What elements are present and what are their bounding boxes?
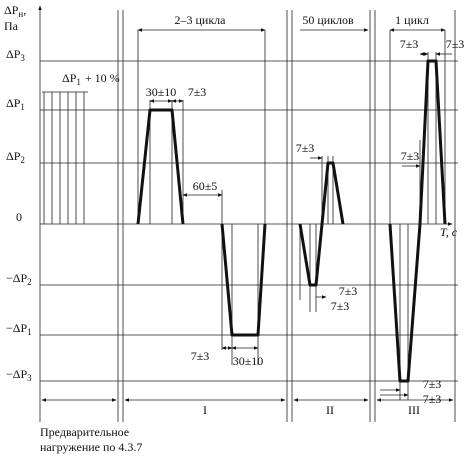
subscript: 3 <box>27 373 32 383</box>
suffix: + 10 % <box>85 71 120 85</box>
level-label: −ΔP3 <box>6 367 32 383</box>
time-label: 7±3 <box>400 37 419 51</box>
x-axis-label: T, с <box>440 225 458 239</box>
subscript: 1 <box>20 102 25 112</box>
cycle-lines <box>137 28 452 400</box>
subscript: 3 <box>20 53 25 63</box>
symbol: ΔP <box>62 71 77 85</box>
time-label: 7±3 <box>188 85 207 99</box>
cycle-count: 50 циклов <box>302 13 354 27</box>
level-label: ΔP1 <box>6 96 25 112</box>
preload-label: ΔP1 + 10 % <box>62 71 120 87</box>
time-label: 60±5 <box>193 179 218 193</box>
time-label: 7±3 <box>331 299 350 313</box>
preload <box>42 91 88 224</box>
subscript: 1 <box>27 327 32 337</box>
frame <box>38 5 458 422</box>
time-label: 7±3 <box>296 141 315 155</box>
subscript: н <box>18 9 23 19</box>
time-label: 7±3 <box>401 149 420 163</box>
subscript: 2 <box>27 277 32 287</box>
level-label: ΔP3 <box>6 47 25 63</box>
symbol: −ΔP <box>6 271 27 285</box>
cycle-count: 1 цикл <box>395 13 429 27</box>
y-axis-title: ΔPн, <box>4 3 26 19</box>
cycle-count: 2–3 цикла <box>175 13 227 27</box>
level-label: −ΔP2 <box>6 271 32 287</box>
level-label: 0 <box>16 210 22 224</box>
symbol: −ΔP <box>6 321 27 335</box>
time-label: 7±3 <box>423 377 442 391</box>
symbol: ΔP <box>4 3 19 17</box>
symbol: ΔP <box>6 149 21 163</box>
section-name: I <box>203 403 207 417</box>
symbol: ΔP <box>6 96 21 110</box>
time-label: 7±3 <box>339 284 358 298</box>
subscript: 2 <box>20 155 25 165</box>
y-axis-unit: Па <box>4 19 19 33</box>
level-label: −ΔP1 <box>6 321 32 337</box>
time-label: 7±3 <box>191 349 210 363</box>
level-label: ΔP2 <box>6 149 25 165</box>
section-name: II <box>326 403 334 417</box>
section-name: III <box>408 403 420 417</box>
section-labels: 2–3 цикла I 30±10 7±3 60±5 7±3 30±10 50 циклов I… <box>146 13 465 417</box>
symbol: ΔP <box>6 47 21 61</box>
load-curves <box>136 59 447 383</box>
time-label: 30±10 <box>233 354 264 368</box>
time-label: 7±3 <box>446 37 465 51</box>
symbol: 0 <box>16 210 22 224</box>
time-label: 7±3 <box>423 392 442 406</box>
caption: нагружение по 4.3.7 <box>40 440 142 454</box>
subscript: 1 <box>76 77 81 87</box>
time-label: 30±10 <box>146 85 177 99</box>
caption: Предварительное <box>40 425 129 439</box>
symbol: −ΔP <box>6 367 27 381</box>
